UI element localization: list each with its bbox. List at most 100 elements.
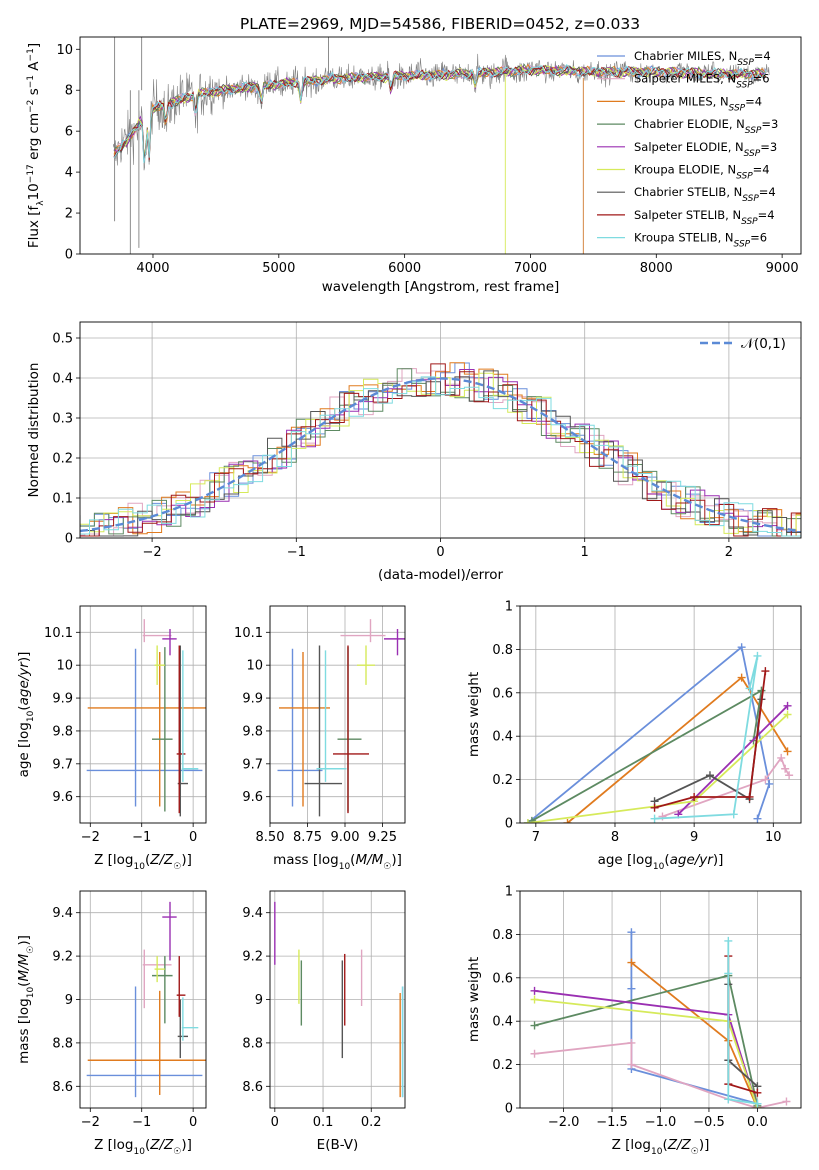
- y-tick-label: 10: [56, 659, 73, 674]
- panel-3-axes: −2 −1 0 9.6 9.7 9.8 9.9 10 10.1: [44, 606, 206, 845]
- x-axis-label: age [log10(age/yr)]: [598, 852, 724, 872]
- mass-weight-marker: [765, 779, 774, 788]
- mass-weight-line: [527, 645, 771, 823]
- y-tick-label: 9: [65, 993, 73, 1008]
- mass-weight-marker: [783, 747, 792, 756]
- y-tick-label: 9: [255, 993, 263, 1008]
- y-tick-label: 9.9: [52, 692, 73, 707]
- error-bar-point: [154, 956, 165, 983]
- error-bar-point: [333, 645, 369, 814]
- y-tick-label: 10: [246, 659, 263, 674]
- legend-label: Chabrier STELIB, NSSP=4: [634, 185, 776, 204]
- y-tick-label: 8.6: [242, 1080, 263, 1095]
- panel-5-frame: [519, 605, 802, 824]
- x-tick-label: 6000: [388, 261, 421, 276]
- error-bar-point: [181, 650, 199, 782]
- y-tick-label: 10.1: [234, 626, 263, 641]
- error-bar-point: [357, 645, 375, 685]
- mass-weight-marker: [737, 673, 746, 682]
- x-axis-label: (data-model)/error: [378, 567, 504, 583]
- y-tick-label: 9.6: [52, 790, 73, 805]
- error-bar-point: [176, 645, 186, 814]
- y-tick-label: 6: [65, 125, 73, 140]
- x-tick-label: 0: [189, 830, 197, 845]
- legend-label: Kroupa ELODIE, NSSP=4: [634, 163, 770, 182]
- x-tick-label: −1.5: [596, 1115, 628, 1130]
- x-tick-label: 9.00: [331, 830, 360, 845]
- y-tick-label: 9.8: [242, 724, 263, 739]
- y-tick-label: 9.8: [52, 724, 73, 739]
- mass-weight-marker: [745, 684, 754, 693]
- y-axis-label: mass weight: [466, 957, 482, 1042]
- x-tick-label: 9000: [766, 261, 799, 276]
- mass-weight-marker: [530, 986, 539, 995]
- mass-weight-line: [531, 688, 763, 822]
- mass-weight-marker: [627, 1060, 636, 1069]
- mass-weight-marker: [724, 1095, 733, 1104]
- y-tick-label: 0.2: [492, 1058, 513, 1073]
- x-tick-label: 0.1: [313, 1115, 334, 1130]
- x-tick-label: 7: [532, 830, 540, 845]
- mass-weight-marker: [650, 803, 659, 812]
- y-axis-label: mass weight: [466, 672, 482, 757]
- x-tick-label: 0: [271, 1115, 279, 1130]
- x-tick-label: 2: [725, 545, 733, 560]
- mass-weight-marker: [724, 936, 733, 945]
- error-bar-point: [86, 986, 203, 1098]
- error-bar-point: [87, 652, 206, 807]
- x-axis-label: Z [log10(Z/Z☉)]: [612, 1137, 710, 1157]
- x-tick-label: 7000: [514, 261, 547, 276]
- y-tick-label: 0: [65, 248, 73, 263]
- panel-8-axes: −2.0 −1.5 −1.0 −0.5 0.0 0 0.2 0.4 0.6 0.8 1: [492, 885, 801, 1130]
- y-tick-label: 8.6: [52, 1080, 73, 1095]
- mass-weight-marker: [523, 819, 532, 823]
- error-bar-point: [152, 956, 173, 1024]
- y-tick-label: 0.4: [492, 1015, 513, 1030]
- error-bar-point: [304, 645, 342, 817]
- error-bar-point: [152, 647, 173, 812]
- mass-weight-marker: [627, 928, 636, 937]
- x-tick-label: −1: [287, 545, 306, 560]
- error-bar-point: [87, 990, 206, 1095]
- model-spectrum-line: [113, 63, 767, 164]
- x-axis-label: Z [log10(Z/Z☉)]: [94, 1137, 192, 1157]
- model-spectrum-line: [113, 64, 767, 160]
- y-tick-label: 0.8: [492, 928, 513, 943]
- chart-panels: 4000 5000 6000 7000 8000 90000246810wavelengt…: [16, 36, 802, 1157]
- y-tick-label: 0.4: [52, 372, 73, 387]
- y-tick-label: 0: [65, 532, 73, 547]
- y-axis-label: Normed distribution: [26, 363, 42, 498]
- y-tick-label: 0: [505, 817, 513, 832]
- x-axis-label: Z [log10(Z/Z☉)]: [94, 852, 192, 872]
- x-tick-label: −2.0: [548, 1115, 580, 1130]
- mass-weight-marker: [783, 710, 792, 719]
- y-tick-label: 9.6: [242, 790, 263, 805]
- panel-1-axes: 4000 5000 6000 7000 8000 9000 0 2 4 6 8 10: [56, 43, 798, 276]
- mass-weight-marker: [782, 1097, 791, 1106]
- residual-histogram: [80, 372, 801, 534]
- mass-weight-marker: [627, 1038, 636, 1047]
- y-tick-label: 1: [505, 600, 513, 615]
- mass-weight-marker: [753, 1088, 762, 1097]
- y-tick-label: 9.2: [52, 950, 73, 965]
- mass-weight-line: [654, 670, 767, 809]
- mass-weight-marker: [530, 1049, 539, 1058]
- mass-weight-marker: [627, 984, 636, 993]
- x-tick-label: 0: [436, 545, 444, 560]
- figure-title: PLATE=2969, MJD=54586, FIBERID=0452, z=0…: [240, 15, 640, 33]
- x-tick-label: 8.75: [293, 830, 322, 845]
- mass-weight-marker: [761, 775, 770, 784]
- x-axis-label: wavelength [Angstrom, rest frame]: [322, 279, 560, 295]
- x-axis-label: E(B-V): [317, 1137, 359, 1153]
- x-tick-label: 8: [611, 830, 619, 845]
- mass-weight-line: [654, 655, 759, 820]
- x-tick-label: 8.50: [256, 830, 285, 845]
- y-axis-label: Flux [fλ10−17 erg cm−2 s−1 A−1]: [26, 43, 46, 248]
- panel-6-axes: −2 −1 0 8.6 8.8 9 9.2 9.4: [52, 891, 206, 1130]
- residual-histogram: [80, 363, 801, 537]
- mass-weight-marker: [757, 686, 766, 695]
- x-axis-label: mass [log10(M/M☉)]: [273, 852, 402, 872]
- x-tick-label: −1.0: [645, 1115, 677, 1130]
- x-tick-label: 9: [690, 830, 698, 845]
